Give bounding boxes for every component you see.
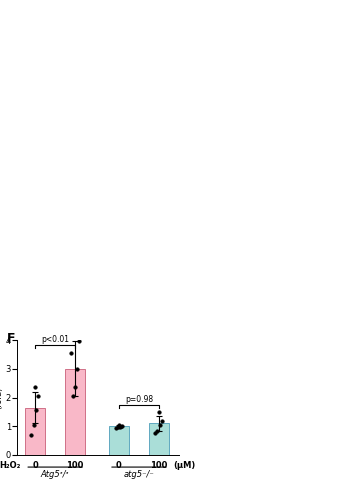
Point bbox=[70, 392, 75, 400]
Point bbox=[115, 423, 120, 431]
Text: F: F bbox=[7, 332, 15, 345]
Point bbox=[33, 406, 39, 414]
Point bbox=[159, 416, 165, 424]
Bar bbox=[149, 424, 169, 455]
Text: p<0.01: p<0.01 bbox=[41, 336, 69, 344]
Point bbox=[154, 426, 160, 434]
Point bbox=[113, 424, 119, 432]
Bar bbox=[65, 369, 85, 455]
Text: 100: 100 bbox=[66, 462, 84, 470]
Text: H₂O₂: H₂O₂ bbox=[0, 462, 20, 470]
Text: 0: 0 bbox=[116, 462, 122, 470]
Point bbox=[157, 421, 163, 429]
Y-axis label: LC3-II:GAPDH
(fold): LC3-II:GAPDH (fold) bbox=[0, 369, 3, 426]
Point bbox=[117, 422, 122, 430]
Point bbox=[116, 422, 122, 430]
Bar bbox=[25, 408, 45, 455]
Point bbox=[68, 349, 74, 357]
Text: 100: 100 bbox=[150, 462, 168, 470]
Text: atg5⁻/⁻: atg5⁻/⁻ bbox=[123, 470, 154, 479]
Point bbox=[72, 384, 78, 392]
Text: Atg5ᶟ/ᶟ: Atg5ᶟ/ᶟ bbox=[41, 470, 69, 479]
Bar bbox=[109, 426, 129, 455]
Point bbox=[31, 421, 36, 429]
Point bbox=[32, 384, 38, 392]
Text: p=0.98: p=0.98 bbox=[125, 395, 153, 404]
Point bbox=[75, 365, 80, 373]
Point bbox=[152, 430, 158, 438]
Point bbox=[29, 431, 34, 439]
Text: 0: 0 bbox=[32, 462, 38, 470]
Point bbox=[36, 392, 41, 400]
Point bbox=[156, 408, 162, 416]
Text: (μM): (μM) bbox=[174, 462, 196, 470]
Point bbox=[119, 422, 125, 430]
Point bbox=[76, 338, 82, 345]
